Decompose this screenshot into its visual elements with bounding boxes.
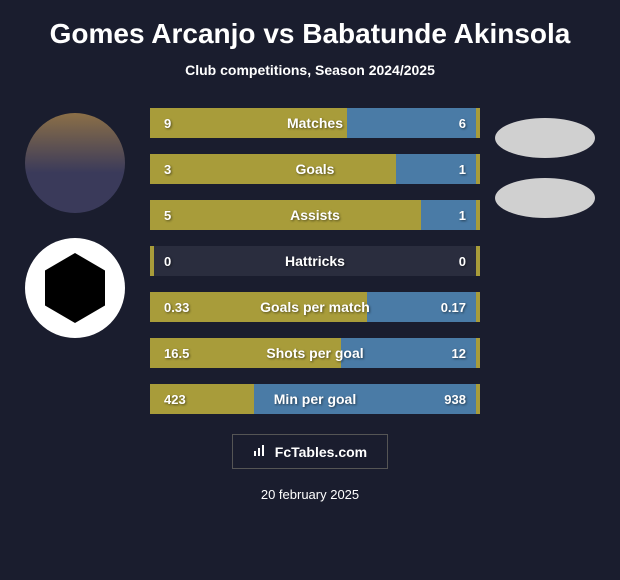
stat-row: 16.5 12 Shots per goal — [150, 338, 480, 368]
player2-club-placeholder — [495, 178, 595, 218]
stat-value-left: 9 — [164, 116, 171, 131]
stat-value-left: 16.5 — [164, 346, 189, 361]
stat-row: 3 1 Goals — [150, 154, 480, 184]
stat-label: Hattricks — [285, 253, 345, 269]
stat-value-left: 3 — [164, 162, 171, 177]
stat-label: Matches — [287, 115, 343, 131]
stat-value-left: 423 — [164, 392, 186, 407]
stat-label: Goals per match — [260, 299, 370, 315]
stat-fill-right — [347, 108, 476, 138]
stat-value-left: 5 — [164, 208, 171, 223]
stat-value-right: 1 — [459, 208, 466, 223]
date-label: 20 february 2025 — [20, 487, 600, 502]
stat-value-right: 938 — [444, 392, 466, 407]
stat-row: 0.33 0.17 Goals per match — [150, 292, 480, 322]
right-column — [490, 108, 600, 218]
stat-row: 5 1 Assists — [150, 200, 480, 230]
stat-row: 9 6 Matches — [150, 108, 480, 138]
stat-value-right: 12 — [452, 346, 466, 361]
chart-icon — [253, 443, 267, 460]
stat-label: Assists — [290, 207, 340, 223]
stat-label: Goals — [296, 161, 335, 177]
stat-value-right: 0 — [459, 254, 466, 269]
stat-row: 0 0 Hattricks — [150, 246, 480, 276]
page-title: Gomes Arcanjo vs Babatunde Akinsola — [20, 18, 600, 50]
player1-club-logo — [25, 238, 125, 338]
stat-value-right: 6 — [459, 116, 466, 131]
stat-row: 423 938 Min per goal — [150, 384, 480, 414]
left-column — [20, 108, 130, 338]
stats-column: 9 6 Matches 3 1 Goals 5 1 Assists 0 0 Hattricks 0.33… — [130, 108, 490, 414]
player2-avatar-placeholder — [495, 118, 595, 158]
stat-label: Shots per goal — [266, 345, 363, 361]
stat-value-right: 1 — [459, 162, 466, 177]
comparison-area: 9 6 Matches 3 1 Goals 5 1 Assists 0 0 Hattricks 0.33… — [20, 108, 600, 414]
stat-value-right: 0.17 — [441, 300, 466, 315]
watermark: FcTables.com — [20, 434, 600, 469]
watermark-text: FcTables.com — [275, 444, 367, 460]
stat-value-left: 0.33 — [164, 300, 189, 315]
player1-avatar — [25, 113, 125, 213]
stat-label: Min per goal — [274, 391, 356, 407]
stat-fill-left — [154, 200, 421, 230]
stat-value-left: 0 — [164, 254, 171, 269]
stat-fill-right — [421, 200, 476, 230]
stat-fill-left — [154, 154, 396, 184]
subtitle: Club competitions, Season 2024/2025 — [20, 62, 600, 78]
